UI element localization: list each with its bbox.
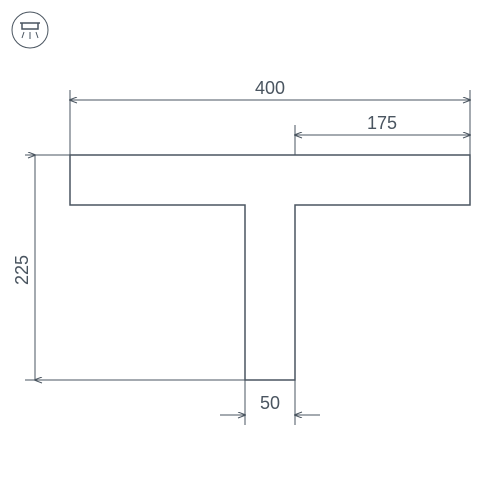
- dim-225-label: 225: [12, 255, 32, 285]
- dimension-175: 175: [295, 113, 470, 155]
- dimension-400: 400: [70, 78, 470, 155]
- technical-drawing: 400 175 225 50: [0, 0, 500, 500]
- dimension-50: 50: [220, 380, 320, 425]
- dim-175-label: 175: [367, 113, 397, 133]
- dim-400-label: 400: [255, 78, 285, 98]
- lamp-icon: [12, 12, 48, 48]
- dimension-225: 225: [12, 155, 245, 380]
- t-shape-outline: [70, 155, 470, 380]
- dim-50-label: 50: [260, 393, 280, 413]
